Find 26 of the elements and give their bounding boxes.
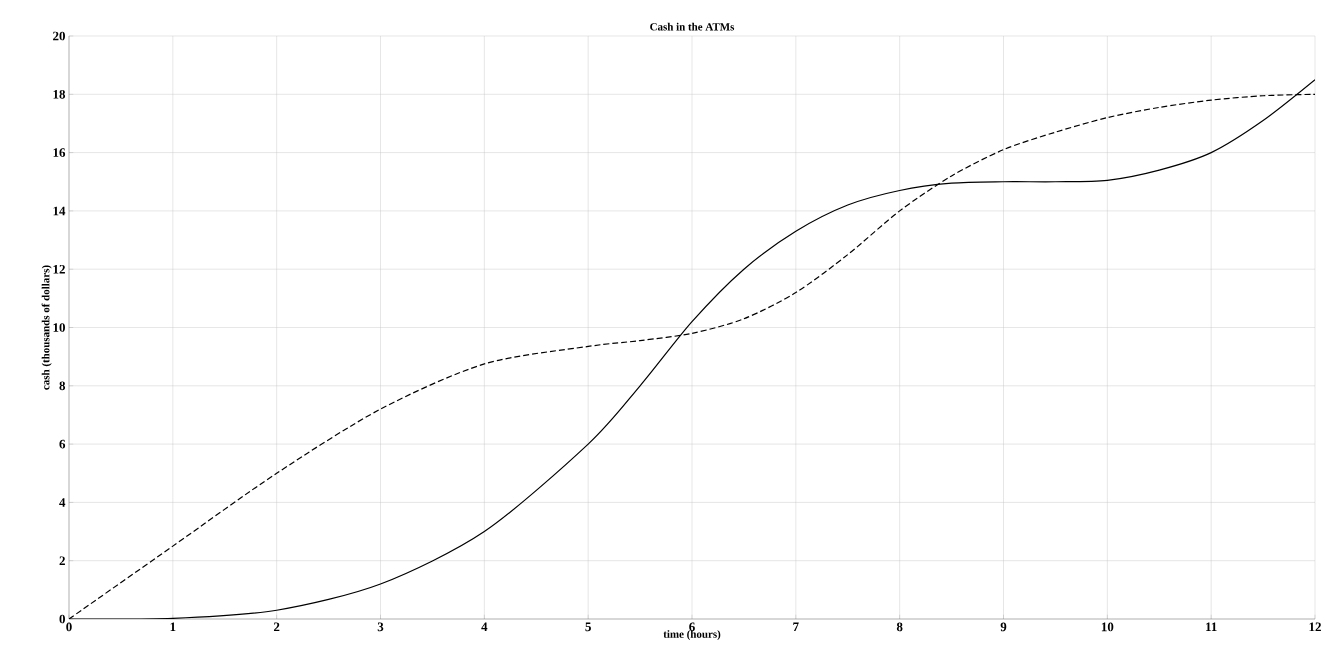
- y-tick-label: 14: [53, 206, 66, 216]
- y-tick-label: 10: [53, 323, 65, 332]
- x-tick-label: 10: [1101, 622, 1114, 632]
- y-tick-label: 18: [53, 89, 66, 99]
- y-tick-label: 0: [59, 614, 65, 624]
- y-tick-label: 20: [53, 31, 65, 41]
- x-tick-label: 1: [170, 622, 176, 632]
- x-tick-label: 3: [377, 622, 384, 632]
- y-axis-title: cash (thousands of dollars): [41, 265, 52, 390]
- x-tick-label: 2: [273, 622, 280, 632]
- x-tick-label: 11: [1206, 622, 1217, 632]
- y-tick-label: 2: [59, 556, 65, 565]
- chart-title: Cash in the ATMs: [650, 22, 735, 31]
- x-axis-title: time (hours): [663, 630, 721, 641]
- y-tick-label: 8: [59, 381, 66, 391]
- y-tick-label: 6: [59, 439, 66, 449]
- x-tick-label: 5: [585, 622, 591, 632]
- x-tick-label: 6: [689, 622, 695, 632]
- x-tick-label: 8: [896, 622, 903, 632]
- y-tick-label: 12: [53, 264, 65, 274]
- y-tick-label: 4: [59, 498, 66, 507]
- x-tick-label: 9: [1000, 622, 1007, 632]
- y-tick-label: 16: [53, 148, 66, 157]
- x-tick-label: 4: [481, 622, 488, 632]
- x-tick-label: 12: [1309, 622, 1321, 632]
- x-tick-label: 7: [793, 622, 799, 631]
